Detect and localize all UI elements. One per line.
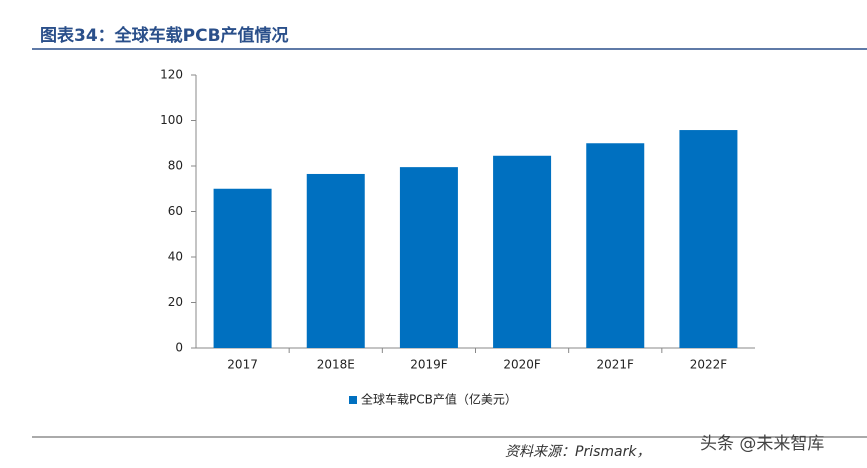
y-tick-label: 20 [168, 295, 183, 309]
bar [493, 155, 552, 348]
bar [399, 167, 458, 348]
x-tick-label: 2022F [690, 358, 728, 372]
x-tick-label: 2021F [597, 358, 635, 372]
x-tick-label: 2020F [503, 358, 541, 372]
legend-label: 全球车载PCB产值（亿美元） [361, 392, 517, 407]
source: 资料来源：Prismark， [505, 444, 650, 460]
y-tick-label: 100 [160, 113, 183, 127]
chart-title: 图表34：全球车载PCB产值情况 [40, 25, 289, 46]
y-tick-label: 40 [168, 250, 183, 264]
bar [213, 188, 272, 348]
y-tick-label: 120 [160, 68, 183, 82]
bar [306, 173, 365, 348]
bar [679, 130, 738, 348]
y-tick-label: 0 [175, 341, 183, 355]
y-tick-label: 60 [168, 204, 183, 218]
y-tick-label: 80 [168, 159, 183, 173]
bar [586, 143, 645, 348]
x-tick-label: 2017 [227, 358, 258, 372]
x-tick-label: 2019F [410, 358, 448, 372]
x-tick-label: 2018E [317, 358, 355, 372]
legend-swatch [349, 396, 357, 404]
watermark: 头条 @未来智库 [700, 434, 824, 454]
